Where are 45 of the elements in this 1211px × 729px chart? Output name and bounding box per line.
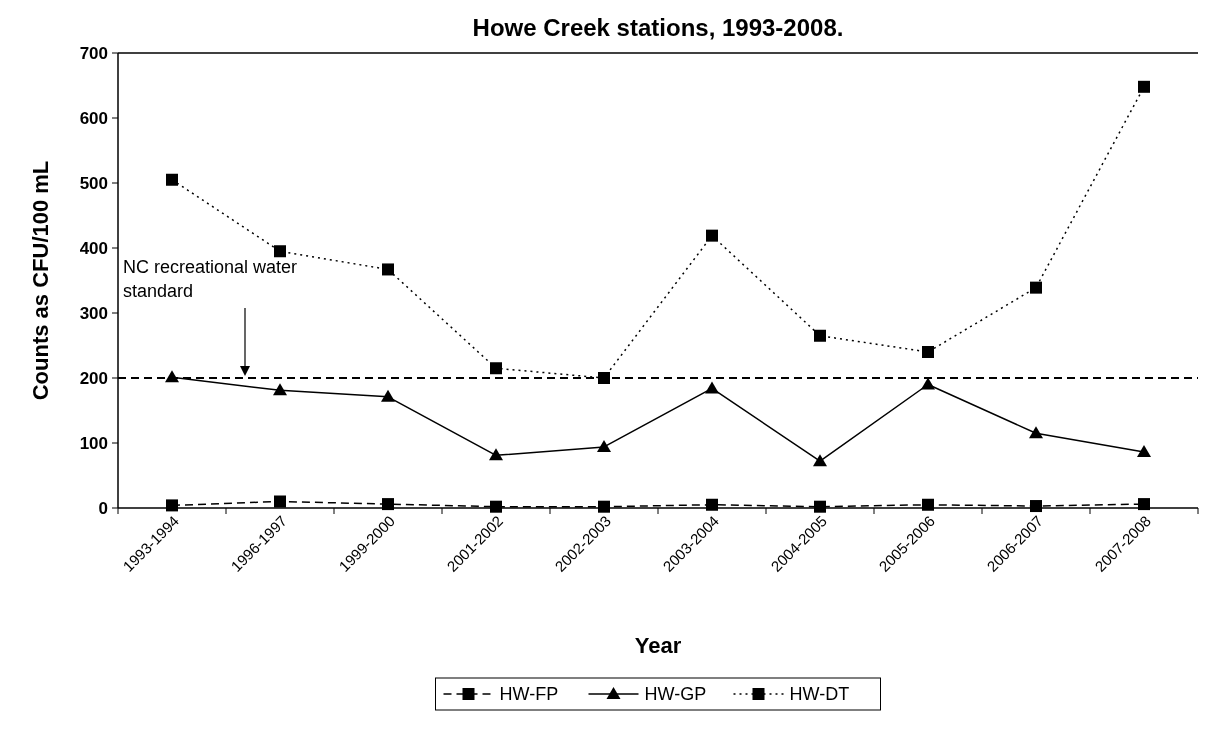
y-tick-label: 500 [79, 173, 108, 193]
point [382, 498, 394, 511]
ref-line-label: NC recreational water standard [123, 257, 298, 301]
point [706, 498, 718, 511]
point [814, 329, 826, 342]
y-tick-label: 300 [79, 303, 108, 323]
point [1030, 281, 1042, 294]
x-axis-title: Year [634, 633, 682, 658]
point [1138, 498, 1150, 511]
point [922, 346, 934, 358]
point [165, 370, 179, 383]
point [381, 389, 395, 402]
point [490, 500, 502, 513]
legend-label: HW-FP [499, 684, 559, 705]
y-tick-label: 200 [79, 368, 108, 388]
point [706, 229, 718, 242]
point [166, 499, 178, 512]
y-tick-label: 600 [79, 108, 108, 128]
point [705, 381, 719, 394]
chart-title: Howe Creek stations, 1993-2008. [472, 14, 844, 41]
point [1137, 445, 1151, 458]
point [1029, 426, 1043, 439]
point [274, 245, 286, 258]
point [921, 377, 935, 390]
point [597, 439, 611, 452]
y-tick-label: 700 [79, 43, 108, 63]
y-tick-label: 400 [79, 238, 108, 258]
y-tick-label: 100 [79, 433, 108, 453]
point [382, 263, 394, 276]
point [166, 173, 178, 186]
point [814, 500, 826, 513]
point [1030, 500, 1042, 513]
point [490, 362, 502, 375]
point [922, 498, 934, 511]
point [813, 454, 827, 467]
point [274, 495, 286, 508]
y-tick-label: 0 [98, 498, 108, 518]
point [598, 372, 610, 384]
point [598, 500, 610, 513]
point [273, 383, 287, 396]
legend-label: HW-GP [644, 684, 707, 705]
legend-label: HW-DT [789, 684, 850, 705]
point [489, 448, 503, 461]
y-axis-title: Counts as CFU/100 mL [28, 160, 53, 401]
point [1138, 80, 1150, 93]
